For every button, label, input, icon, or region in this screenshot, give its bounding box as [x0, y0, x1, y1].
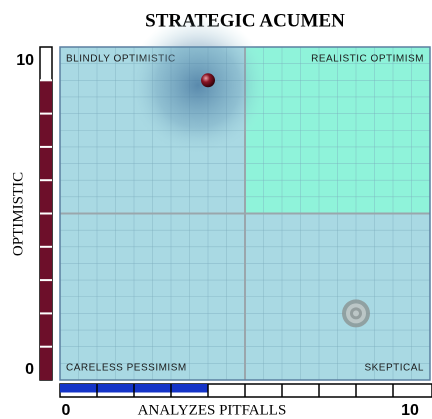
quadrant-label: REALISTIC OPTIMISM: [311, 54, 424, 65]
point-ring: [353, 310, 359, 316]
quadrant-label: SKEPTICAL: [364, 363, 424, 374]
y-axis-label: OPTIMISTIC: [10, 172, 26, 256]
y-gauge-fill: [40, 80, 52, 380]
x-axis-label: ANALYZES PITFALLS: [138, 402, 287, 418]
point: [201, 73, 215, 87]
x-tick-label: 0: [62, 402, 71, 419]
glow: [128, 15, 268, 155]
chart: STRATEGIC ACUMEN OPTIMISTIC ANALYZES PIT…: [0, 0, 432, 419]
y-tick-label: 10: [16, 52, 34, 69]
quadrant-label: CARELESS PESSIMISM: [66, 363, 187, 374]
x-tick-label: 10: [401, 402, 419, 419]
y-tick-label: 0: [25, 361, 34, 378]
